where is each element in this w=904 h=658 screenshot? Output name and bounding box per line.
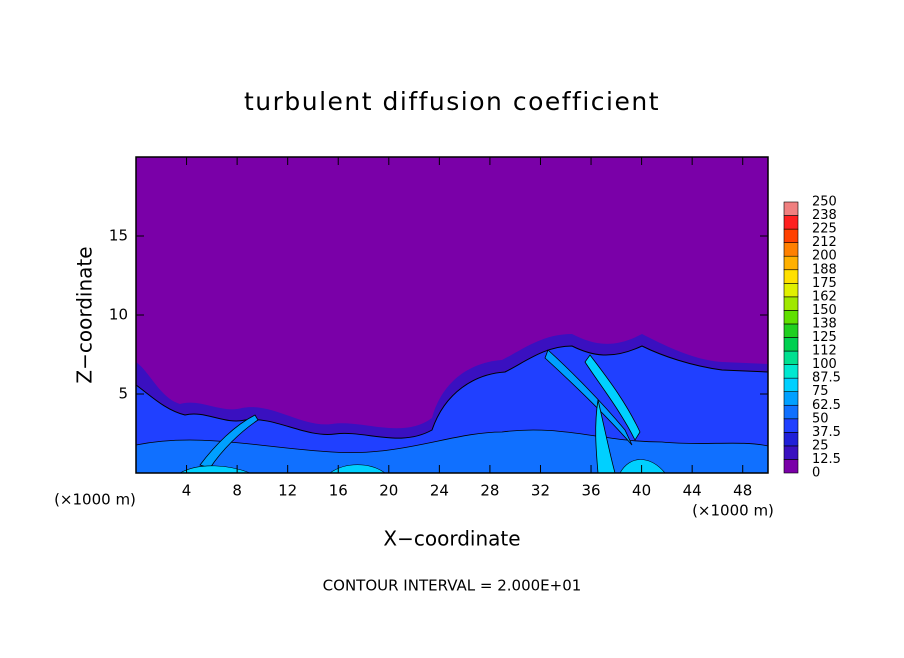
x-tick-label: 36 bbox=[581, 482, 600, 500]
colorbar-band bbox=[783, 459, 799, 474]
x-tick-label: 44 bbox=[683, 482, 702, 500]
colorbar-label: 75 bbox=[812, 384, 829, 399]
colorbar-label: 250 bbox=[812, 195, 837, 210]
chart-title: turbulent diffusion coefficient bbox=[244, 87, 660, 116]
colorbar-band bbox=[783, 445, 799, 460]
y-tick-label: 15 bbox=[109, 227, 128, 245]
colorbar-label: 225 bbox=[812, 222, 837, 237]
colorbar-band bbox=[783, 350, 799, 365]
colorbar-band bbox=[783, 323, 799, 338]
colorbar-label: 188 bbox=[812, 262, 837, 277]
colorbar-band bbox=[783, 364, 799, 379]
colorbar-label: 12.5 bbox=[812, 452, 841, 467]
x-tick-label: 4 bbox=[182, 482, 192, 500]
y-unit: (×1000 m) bbox=[54, 491, 136, 509]
colorbar-band bbox=[783, 377, 799, 392]
y-tick-label: 10 bbox=[109, 306, 128, 324]
x-tick-label: 48 bbox=[733, 482, 752, 500]
colorbar-band bbox=[783, 432, 799, 447]
x-tick-label: 24 bbox=[430, 482, 449, 500]
x-tick-label: 12 bbox=[278, 482, 297, 500]
field-streak bbox=[199, 414, 259, 469]
colorbar-label: 0 bbox=[812, 466, 820, 481]
colorbar-band bbox=[783, 201, 799, 216]
colorbar-label: 150 bbox=[812, 303, 837, 318]
colorbar-label: 50 bbox=[812, 411, 829, 426]
colorbar-label: 62.5 bbox=[812, 398, 841, 413]
colorbar-label: 37.5 bbox=[812, 425, 841, 440]
x-tick-label: 16 bbox=[329, 482, 348, 500]
x-tick-label: 40 bbox=[632, 482, 651, 500]
colorbar-band bbox=[783, 228, 799, 243]
colorbar-label: 200 bbox=[812, 249, 837, 264]
x-tick-label: 28 bbox=[480, 482, 499, 500]
footer-note: CONTOUR INTERVAL = 2.000E+01 bbox=[323, 577, 582, 595]
colorbar-label: 112 bbox=[812, 344, 837, 359]
colorbar-band bbox=[783, 296, 799, 311]
x-axis-label: X−coordinate bbox=[383, 527, 520, 551]
colorbar-label: 25 bbox=[812, 438, 829, 453]
colorbar-label: 162 bbox=[812, 289, 837, 304]
colorbar-band bbox=[783, 282, 799, 298]
colorbar-band bbox=[783, 255, 799, 271]
y-axis-label: Z−coordinate bbox=[73, 246, 97, 383]
colorbar-label: 238 bbox=[812, 208, 837, 223]
colorbar-band bbox=[783, 242, 799, 257]
colorbar-label: 212 bbox=[812, 235, 837, 250]
contour-field bbox=[135, 157, 769, 474]
y-tick-label: 5 bbox=[118, 385, 128, 403]
x-unit: (×1000 m) bbox=[692, 502, 774, 520]
colorbar-band bbox=[783, 337, 799, 352]
colorbar-label: 125 bbox=[812, 330, 837, 345]
colorbar-band bbox=[783, 404, 799, 420]
field-streak bbox=[584, 354, 641, 441]
colorbar-band bbox=[783, 215, 799, 230]
x-tick-label: 20 bbox=[379, 482, 398, 500]
colorbar-label: 175 bbox=[812, 276, 837, 291]
x-tick-label: 8 bbox=[232, 482, 242, 500]
colorbar-label: 100 bbox=[812, 357, 837, 372]
colorbar-label: 87.5 bbox=[812, 371, 841, 386]
colorbar-band bbox=[783, 418, 799, 433]
colorbar-label: 138 bbox=[812, 316, 837, 331]
colorbar-band bbox=[783, 310, 799, 325]
x-tick-label: 32 bbox=[531, 482, 550, 500]
colorbar-band bbox=[783, 391, 799, 406]
colorbar-band bbox=[783, 269, 799, 284]
field-streak bbox=[544, 349, 633, 446]
